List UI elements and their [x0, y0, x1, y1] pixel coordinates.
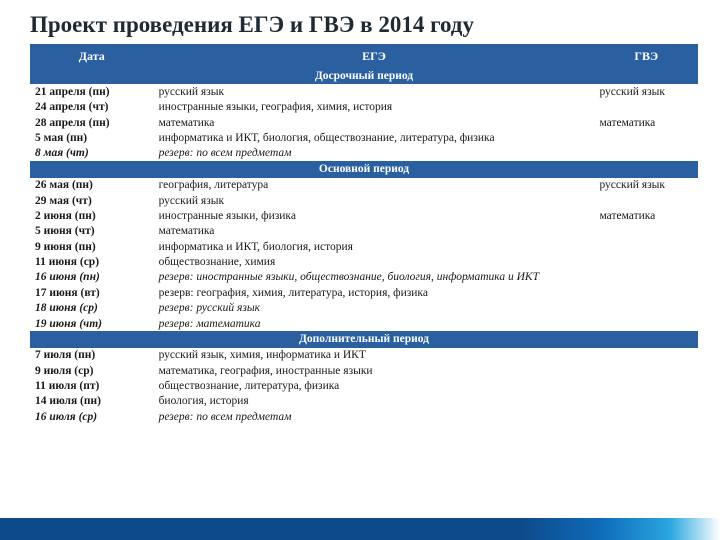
cell-date: 17 июня (вт) — [30, 285, 154, 300]
cell-date: 11 июня (ср) — [30, 255, 154, 270]
table-row: 28 апреля (пн)математикаматематика — [30, 115, 698, 130]
col-gve: ГВЭ — [594, 44, 698, 68]
cell-gve — [594, 409, 698, 424]
cell-gve — [594, 255, 698, 270]
cell-ege: резерв: по всем предметам — [154, 409, 595, 424]
footer-dark — [0, 518, 520, 540]
cell-ege: иностранные языки, география, химия, ист… — [154, 100, 595, 115]
cell-gve: математика — [594, 208, 698, 223]
cell-gve — [594, 316, 698, 331]
cell-ege: русский язык — [154, 84, 595, 99]
cell-gve — [594, 100, 698, 115]
cell-date: 19 июня (чт) — [30, 316, 154, 331]
cell-gve — [594, 224, 698, 239]
cell-date: 11 июля (пт) — [30, 379, 154, 394]
cell-ege: резерв: по всем предметам — [154, 146, 595, 161]
table-row: 11 июля (пт)обществознание, литература, … — [30, 379, 698, 394]
cell-gve — [594, 146, 698, 161]
cell-ege: математика — [154, 224, 595, 239]
cell-date: 28 апреля (пн) — [30, 115, 154, 130]
table-row: 16 июня (пн)резерв: иностранные языки, о… — [30, 270, 698, 285]
cell-gve — [594, 301, 698, 316]
cell-ege: обществознание, химия — [154, 255, 595, 270]
section-header-row: Основной период — [30, 161, 698, 177]
cell-gve: русский язык — [594, 178, 698, 193]
cell-date: 9 июня (пн) — [30, 239, 154, 254]
table-row: 16 июля (ср)резерв: по всем предметам — [30, 409, 698, 424]
cell-ege: резерв: иностранные языки, обществознани… — [154, 270, 595, 285]
footer-gradient — [520, 518, 720, 540]
cell-ege: резерв: география, химия, литература, ис… — [154, 285, 595, 300]
cell-gve — [594, 285, 698, 300]
table-row: 24 апреля (чт)иностранные языки, географ… — [30, 100, 698, 115]
table-row: 18 июня (ср)резерв: русский язык — [30, 301, 698, 316]
cell-gve — [594, 379, 698, 394]
cell-date: 16 июня (пн) — [30, 270, 154, 285]
col-date: Дата — [30, 44, 154, 68]
cell-date: 24 апреля (чт) — [30, 100, 154, 115]
cell-date: 7 июля (пн) — [30, 348, 154, 363]
table-row: 19 июня (чт)резерв: математика — [30, 316, 698, 331]
cell-gve — [594, 239, 698, 254]
cell-date: 5 июня (чт) — [30, 224, 154, 239]
cell-gve — [594, 363, 698, 378]
cell-date: 9 июля (ср) — [30, 363, 154, 378]
section-label: Дополнительный период — [30, 331, 698, 347]
table-row: 17 июня (вт)резерв: география, химия, ли… — [30, 285, 698, 300]
cell-gve — [594, 394, 698, 409]
cell-ege: резерв: русский язык — [154, 301, 595, 316]
cell-gve: математика — [594, 115, 698, 130]
cell-date: 14 июля (пн) — [30, 394, 154, 409]
cell-date: 8 мая (чт) — [30, 146, 154, 161]
table-row: 7 июля (пн)русский язык, химия, информат… — [30, 348, 698, 363]
cell-gve — [594, 193, 698, 208]
table-row: 21 апреля (пн)русский языкрусский язык — [30, 84, 698, 99]
section-label: Основной период — [30, 161, 698, 177]
cell-gve: русский язык — [594, 84, 698, 99]
cell-ege: математика — [154, 115, 595, 130]
table-row: 9 июля (ср)математика, география, иностр… — [30, 363, 698, 378]
table-body: Досрочный период21 апреля (пн)русский яз… — [30, 68, 698, 425]
cell-ege: русский язык — [154, 193, 595, 208]
col-ege: ЕГЭ — [154, 44, 595, 68]
schedule-table: Дата ЕГЭ ГВЭ Досрочный период21 апреля (… — [30, 44, 698, 425]
table-row: 11 июня (ср)обществознание, химия — [30, 255, 698, 270]
cell-ege: русский язык, химия, информатика и ИКТ — [154, 348, 595, 363]
page-title: Проект проведения ЕГЭ и ГВЭ в 2014 году — [30, 12, 698, 38]
cell-date: 2 июня (пн) — [30, 208, 154, 223]
table-row: 9 июня (пн)информатика и ИКТ, биология, … — [30, 239, 698, 254]
table-row: 2 июня (пн)иностранные языки, физикамате… — [30, 208, 698, 223]
cell-date: 21 апреля (пн) — [30, 84, 154, 99]
table-header-row: Дата ЕГЭ ГВЭ — [30, 44, 698, 68]
table-row: 5 июня (чт)математика — [30, 224, 698, 239]
cell-date: 16 июля (ср) — [30, 409, 154, 424]
cell-date: 26 мая (пн) — [30, 178, 154, 193]
cell-gve — [594, 131, 698, 146]
table-row: 8 мая (чт)резерв: по всем предметам — [30, 146, 698, 161]
cell-ege: информатика и ИКТ, биология, история — [154, 239, 595, 254]
table-row: 5 мая (пн)информатика и ИКТ, биология, о… — [30, 131, 698, 146]
cell-ege: резерв: математика — [154, 316, 595, 331]
cell-ege: география, литература — [154, 178, 595, 193]
cell-ege: биология, история — [154, 394, 595, 409]
section-header-row: Дополнительный период — [30, 331, 698, 347]
cell-date: 18 июня (ср) — [30, 301, 154, 316]
cell-date: 29 мая (чт) — [30, 193, 154, 208]
section-header-row: Досрочный период — [30, 68, 698, 84]
cell-ege: иностранные языки, физика — [154, 208, 595, 223]
cell-gve — [594, 270, 698, 285]
cell-ege: информатика и ИКТ, биология, обществозна… — [154, 131, 595, 146]
cell-ege: математика, география, иностранные языки — [154, 363, 595, 378]
table-row: 29 мая (чт)русский язык — [30, 193, 698, 208]
table-row: 14 июля (пн)биология, история — [30, 394, 698, 409]
table-row: 26 мая (пн)география, литературарусский … — [30, 178, 698, 193]
cell-gve — [594, 348, 698, 363]
cell-date: 5 мая (пн) — [30, 131, 154, 146]
footer-stripe — [0, 518, 720, 540]
slide: Проект проведения ЕГЭ и ГВЭ в 2014 году … — [0, 0, 720, 540]
section-label: Досрочный период — [30, 68, 698, 84]
cell-ege: обществознание, литература, физика — [154, 379, 595, 394]
